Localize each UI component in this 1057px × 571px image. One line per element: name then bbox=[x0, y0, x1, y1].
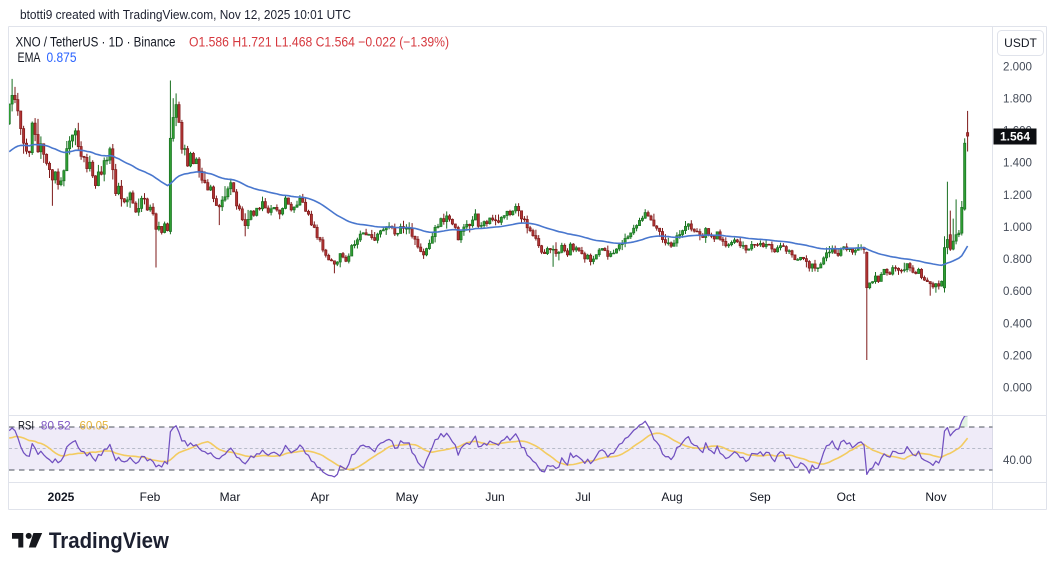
svg-text:1.800: 1.800 bbox=[1003, 91, 1032, 105]
svg-text:1.200: 1.200 bbox=[1003, 188, 1032, 202]
svg-text:Apr: Apr bbox=[311, 490, 330, 504]
svg-text:0.800: 0.800 bbox=[1003, 252, 1032, 266]
svg-text:0.400: 0.400 bbox=[1003, 316, 1032, 330]
svg-text:0.600: 0.600 bbox=[1003, 284, 1032, 298]
svg-text:Sep: Sep bbox=[749, 490, 771, 504]
svg-text:XNO / TetherUS · 1D · Binance: XNO / TetherUS · 1D · Binance bbox=[16, 35, 176, 50]
svg-text:Jun: Jun bbox=[485, 490, 504, 504]
svg-text:Mar: Mar bbox=[220, 490, 241, 504]
svg-text:Jul: Jul bbox=[575, 490, 590, 504]
svg-text:btotti9 created with TradingVi: btotti9 created with TradingView.com, No… bbox=[20, 7, 351, 22]
svg-text:60.05: 60.05 bbox=[80, 419, 109, 433]
svg-text:1.400: 1.400 bbox=[1003, 156, 1032, 170]
svg-text:80.52: 80.52 bbox=[41, 419, 71, 433]
svg-text:USDT: USDT bbox=[1004, 36, 1037, 50]
svg-text:RSI: RSI bbox=[18, 419, 34, 433]
svg-text:40.00: 40.00 bbox=[1003, 453, 1032, 467]
svg-text:TradingView: TradingView bbox=[49, 528, 169, 553]
svg-text:Aug: Aug bbox=[661, 490, 682, 504]
svg-text:EMA: EMA bbox=[18, 50, 41, 65]
svg-text:Feb: Feb bbox=[140, 490, 161, 504]
svg-text:2.000: 2.000 bbox=[1003, 59, 1032, 73]
svg-text:2025: 2025 bbox=[48, 490, 75, 504]
svg-text:1.000: 1.000 bbox=[1003, 220, 1032, 234]
svg-text:0.200: 0.200 bbox=[1003, 348, 1032, 362]
svg-text:O1.586 H1.721 L1.468 C1.564: O1.586 H1.721 L1.468 C1.564 −0.022 (−1.3… bbox=[189, 35, 449, 50]
svg-text:May: May bbox=[396, 490, 419, 504]
svg-text:0.875: 0.875 bbox=[47, 50, 77, 65]
svg-text:Oct: Oct bbox=[837, 490, 856, 504]
svg-text:Nov: Nov bbox=[925, 490, 946, 504]
svg-text:0.000: 0.000 bbox=[1003, 381, 1032, 395]
svg-text:1.564: 1.564 bbox=[1000, 130, 1030, 144]
